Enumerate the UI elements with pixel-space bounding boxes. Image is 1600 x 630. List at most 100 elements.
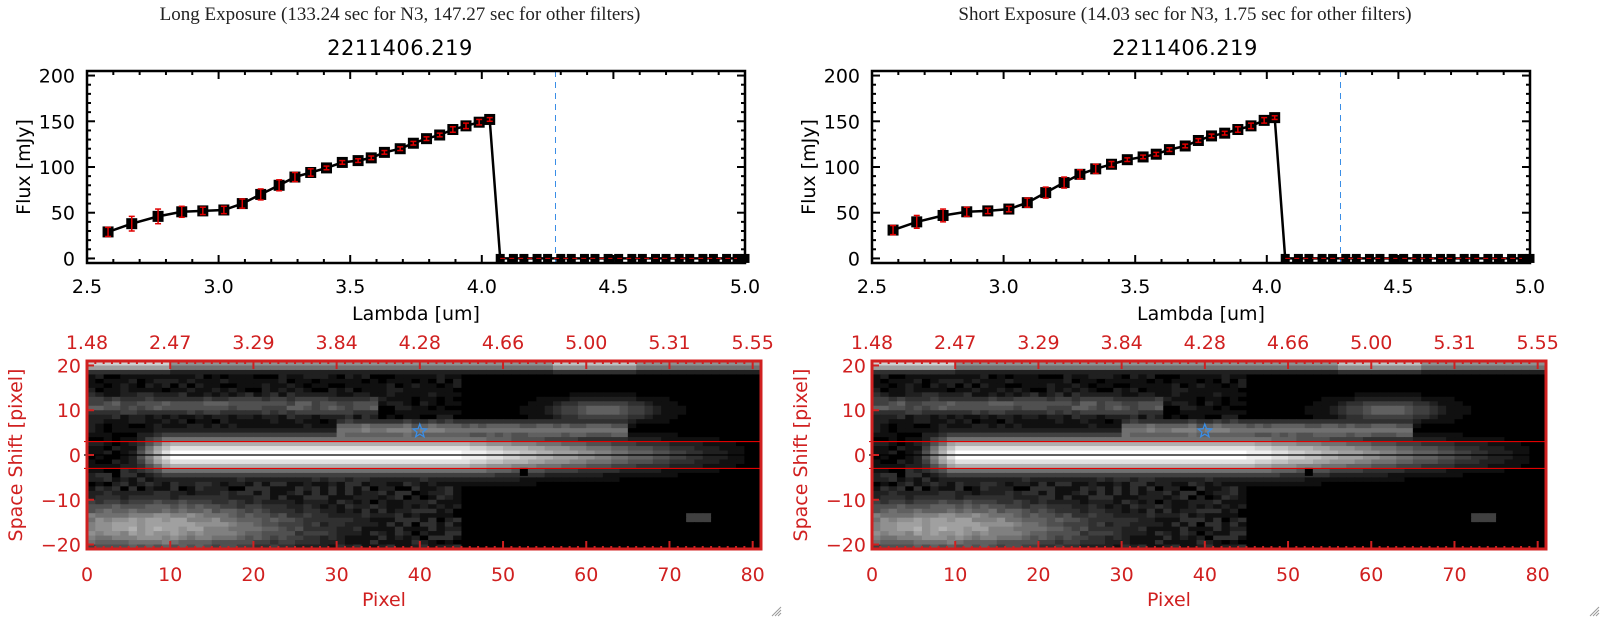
image-pixel	[1429, 387, 1439, 393]
image-pixel	[178, 369, 188, 376]
image-pixel	[145, 477, 155, 483]
image-pixel	[453, 508, 463, 514]
image-pixel	[111, 392, 121, 398]
image-pixel	[1504, 369, 1514, 376]
image-pixel	[211, 387, 221, 393]
image-pixel	[478, 477, 488, 483]
image-pixel	[661, 401, 671, 407]
image-pixel	[1080, 401, 1089, 407]
image-pixel	[702, 392, 712, 398]
image-pixel	[528, 468, 537, 474]
image-pixel	[161, 396, 171, 402]
image-pixel	[880, 374, 890, 380]
image-pixel	[1171, 365, 1181, 371]
image-pixel	[619, 499, 629, 505]
image-pixel	[378, 481, 388, 487]
image-pixel	[87, 455, 96, 461]
image-pixel	[328, 369, 338, 376]
image-pixel	[411, 401, 421, 407]
image-pixel	[627, 544, 637, 550]
image-pixel	[478, 531, 488, 537]
image-pixel	[286, 401, 296, 407]
image-pixel	[702, 499, 712, 505]
image-pixel	[195, 423, 205, 429]
image-pixel	[586, 392, 596, 398]
image-pixel	[170, 522, 180, 528]
image-pixel	[428, 396, 438, 402]
image-pixel	[602, 495, 612, 501]
y-tick-label: 20	[57, 355, 81, 377]
image-pixel	[270, 446, 279, 452]
image-pixel	[1171, 369, 1181, 376]
image-pixel	[619, 468, 629, 474]
image-pixel	[286, 499, 296, 505]
image-pixel	[752, 463, 762, 470]
image-pixel	[419, 437, 429, 443]
image-pixel	[955, 405, 965, 411]
error-bar	[1092, 163, 1099, 175]
image-pixel	[419, 490, 429, 496]
image-pixel	[236, 441, 246, 447]
image-pixel	[988, 387, 998, 393]
image-pixel	[544, 544, 554, 550]
image-pixel	[311, 428, 321, 434]
image-pixel	[478, 486, 488, 492]
image-pixel	[727, 432, 737, 438]
image-pixel	[344, 486, 354, 492]
image-pixel	[303, 481, 313, 487]
image-pixel	[611, 378, 621, 384]
image-pixel	[344, 517, 354, 523]
image-pixel	[87, 369, 96, 376]
image-pixel	[988, 378, 998, 384]
image-pixel	[411, 486, 421, 492]
image-pixel	[120, 392, 130, 398]
image-pixel	[1296, 405, 1306, 411]
image-pixel	[336, 486, 346, 492]
image-pixel	[636, 504, 646, 510]
image-pixel	[170, 508, 180, 514]
resize-grip-icon[interactable]	[770, 605, 782, 617]
image-pixel	[211, 446, 221, 452]
image-pixel	[677, 414, 687, 420]
image-pixel	[1030, 374, 1040, 380]
image-pixel	[303, 437, 313, 443]
image-pixel	[611, 472, 621, 478]
image-pixel	[353, 437, 363, 443]
image-pixel	[436, 374, 446, 380]
image-pixel	[888, 405, 898, 411]
image-pixel	[353, 540, 363, 546]
image-pixel	[295, 486, 304, 492]
image-pixel	[1362, 401, 1372, 407]
image-pixel	[669, 495, 679, 501]
image-pixel	[519, 369, 529, 376]
image-pixel	[245, 361, 255, 367]
image-pixel	[544, 472, 554, 478]
image-pixel	[386, 401, 396, 407]
image-pixel	[145, 378, 155, 384]
image-pixel	[686, 365, 696, 371]
image-pixel	[428, 522, 438, 528]
image-pixel	[1229, 396, 1239, 402]
image-pixel	[128, 468, 138, 474]
image-pixel	[1529, 383, 1539, 389]
image-pixel	[403, 472, 413, 478]
image-pixel	[261, 396, 271, 402]
image-pixel	[253, 468, 263, 474]
image-pixel	[988, 383, 998, 389]
image-pixel	[228, 526, 238, 532]
image-pixel	[361, 455, 371, 461]
image-pixel	[469, 504, 479, 510]
image-pixel	[669, 365, 679, 371]
image-pixel	[1013, 365, 1023, 371]
image-pixel	[428, 410, 438, 416]
image-pixel	[569, 490, 579, 496]
image-pixel	[261, 441, 271, 447]
image-pixel	[971, 383, 981, 389]
image-pixel	[378, 405, 388, 411]
image-pixel	[996, 369, 1006, 376]
image-pixel	[403, 531, 413, 537]
image-pixel	[1080, 405, 1089, 411]
image-pixel	[295, 508, 304, 514]
image-pixel	[544, 540, 554, 546]
image-pixel	[328, 401, 338, 407]
